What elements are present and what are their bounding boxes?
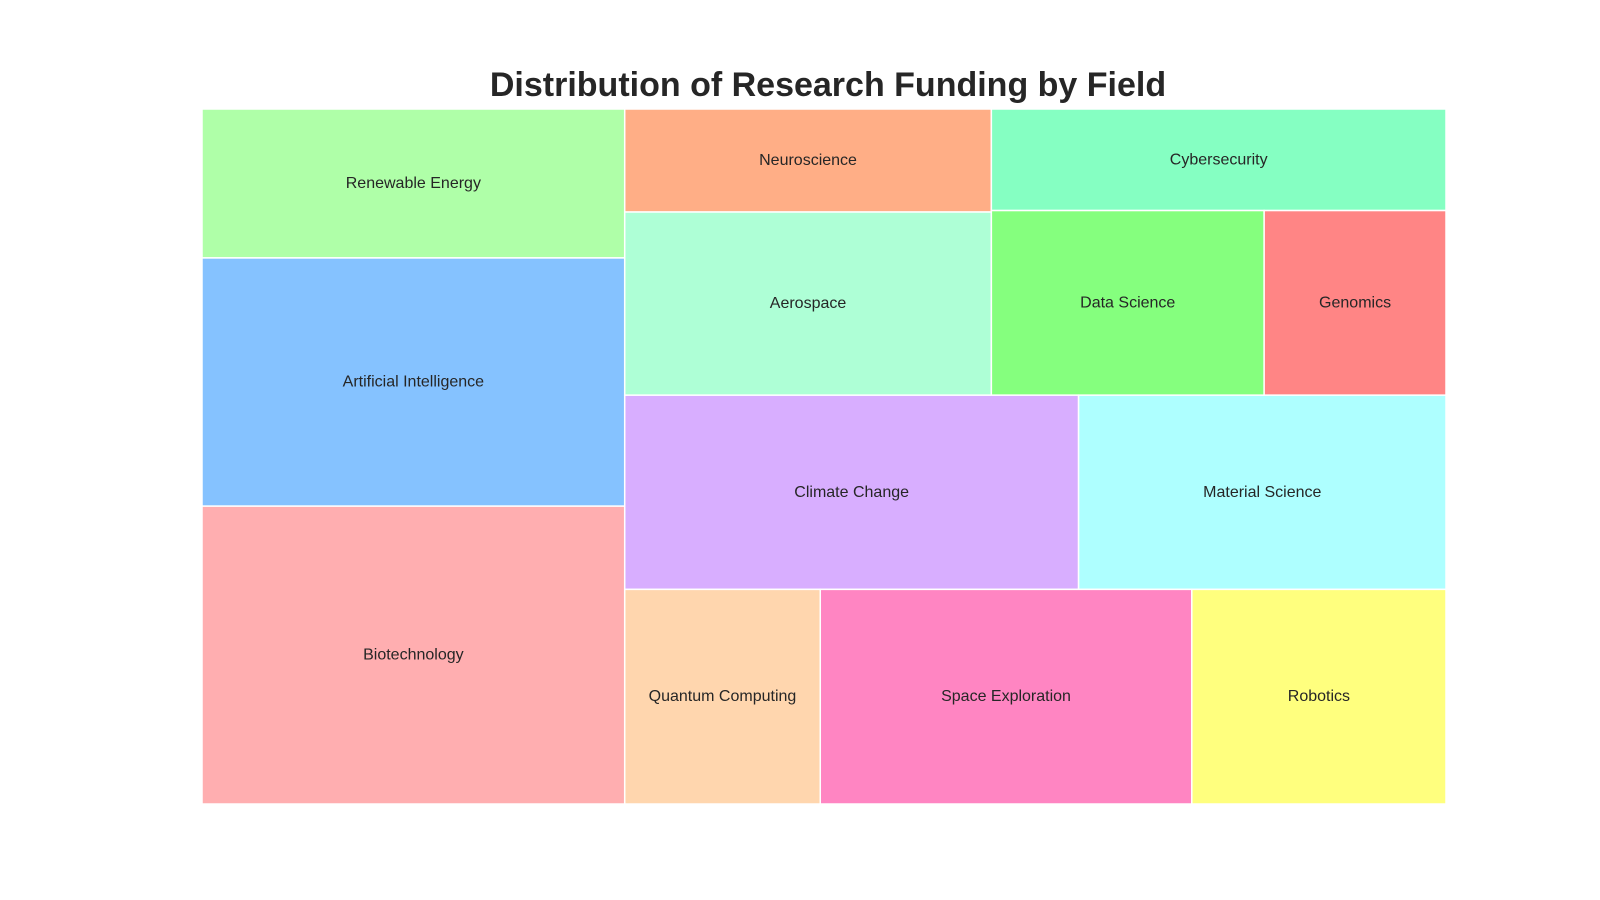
treemap-tile-genomics: Genomics xyxy=(1263,209,1447,396)
tile-label-climate-change: Climate Change xyxy=(794,484,909,501)
tile-rect-material-science xyxy=(1077,394,1447,591)
chart-title: Distribution of Research Funding by Fiel… xyxy=(489,66,1167,104)
treemap-tile-space-exploration: Space Exploration xyxy=(819,588,1193,805)
tile-label-data-science: Data Science xyxy=(1080,294,1175,311)
treemap-tile-data-science: Data Science xyxy=(990,209,1265,396)
tile-label-material-science: Material Science xyxy=(1203,484,1321,501)
tile-rect-biotechnology xyxy=(201,505,626,805)
tile-rect-artificial-intelligence xyxy=(201,257,626,507)
treemap-tile-neuroscience: Neuroscience xyxy=(623,108,993,213)
tile-label-genomics: Genomics xyxy=(1319,294,1391,311)
tile-rect-climate-change xyxy=(623,394,1080,591)
treemap-tile-material-science: Material Science xyxy=(1077,394,1447,591)
treemap-tile-biotechnology: Biotechnology xyxy=(201,505,626,805)
tile-rect-space-exploration xyxy=(819,588,1193,805)
tile-label-space-exploration: Space Exploration xyxy=(941,688,1071,705)
treemap-tile-climate-change: Climate Change xyxy=(623,394,1080,591)
tile-rect-robotics xyxy=(1191,588,1447,805)
tile-rect-data-science xyxy=(990,209,1265,396)
tile-rect-renewable-energy xyxy=(201,108,626,259)
treemap-tile-cybersecurity: Cybersecurity xyxy=(990,108,1447,212)
tile-label-renewable-energy: Renewable Energy xyxy=(346,175,481,192)
tile-label-aerospace: Aerospace xyxy=(770,295,847,312)
tile-label-robotics: Robotics xyxy=(1288,688,1350,705)
treemap-tile-renewable-energy: Renewable Energy xyxy=(201,108,626,259)
tile-rect-neuroscience xyxy=(623,108,993,213)
tile-rect-genomics xyxy=(1263,209,1447,396)
treemap-tiles: Renewable Energy Artificial Intelligence B… xyxy=(201,108,1447,805)
treemap-tile-aerospace: Aerospace xyxy=(623,211,993,396)
tile-label-cybersecurity: Cybersecurity xyxy=(1170,151,1268,168)
treemap-tile-quantum-computing: Quantum Computing xyxy=(623,588,822,805)
tile-rect-quantum-computing xyxy=(623,588,822,805)
tile-label-artificial-intelligence: Artificial Intelligence xyxy=(343,374,485,391)
tile-label-neuroscience: Neuroscience xyxy=(759,152,857,169)
tile-label-quantum-computing: Quantum Computing xyxy=(649,688,797,705)
treemap-tile-artificial-intelligence: Artificial Intelligence xyxy=(201,257,626,507)
treemap-tile-robotics: Robotics xyxy=(1191,588,1447,805)
tile-label-biotechnology: Biotechnology xyxy=(363,647,464,664)
